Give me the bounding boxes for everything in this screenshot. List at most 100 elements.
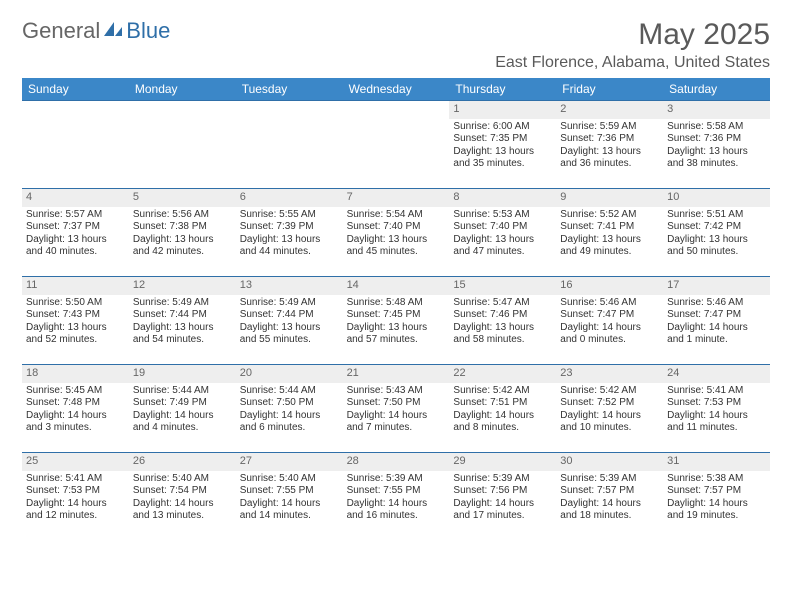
weekday-thursday: Thursday <box>449 78 556 100</box>
day-cell: 31Sunrise: 5:38 AMSunset: 7:57 PMDayligh… <box>663 452 770 540</box>
day-cell: 24Sunrise: 5:41 AMSunset: 7:53 PMDayligh… <box>663 364 770 452</box>
daylight-line: Daylight: 14 hours and 8 minutes. <box>453 410 552 435</box>
daylight-line: Daylight: 13 hours and 57 minutes. <box>347 322 446 347</box>
day-number: 17 <box>663 277 770 295</box>
daylight-line: Daylight: 14 hours and 16 minutes. <box>347 498 446 523</box>
day-number: 26 <box>129 453 236 471</box>
day-cell: 3 Sunrise: 5:58 AMSunset: 7:36 PMDaylight… <box>663 100 770 188</box>
empty-cell <box>22 100 129 188</box>
day-info: Sunrise: 5:41 AMSunset: 7:53 PMDaylight:… <box>663 385 770 438</box>
day-number: 6 <box>236 189 343 207</box>
daylight-line: Daylight: 14 hours and 12 minutes. <box>26 498 125 523</box>
sunrise-line: Sunrise: 5:58 AM <box>667 121 766 134</box>
day-number: 31 <box>663 453 770 471</box>
day-cell: 7Sunrise: 5:54 AMSunset: 7:40 PMDaylight… <box>343 188 450 276</box>
day-number: 13 <box>236 277 343 295</box>
day-number: 3 <box>663 101 770 119</box>
day-info: Sunrise: 5:40 AMSunset: 7:54 PMDaylight:… <box>129 473 236 526</box>
day-number: 9 <box>556 189 663 207</box>
sunrise-line: Sunrise: 5:45 AM <box>26 385 125 398</box>
day-info: Sunrise: 5:39 AMSunset: 7:55 PMDaylight:… <box>343 473 450 526</box>
sunset-line: Sunset: 7:38 PM <box>133 221 232 234</box>
daylight-line: Daylight: 13 hours and 49 minutes. <box>560 234 659 259</box>
day-number: 7 <box>343 189 450 207</box>
daylight-line: Daylight: 13 hours and 45 minutes. <box>347 234 446 259</box>
sunrise-line: Sunrise: 5:42 AM <box>560 385 659 398</box>
title-block: May 2025 East Florence, Alabama, United … <box>495 18 770 72</box>
weekday-tuesday: Tuesday <box>236 78 343 100</box>
day-info: Sunrise: 5:51 AMSunset: 7:42 PMDaylight:… <box>663 209 770 262</box>
day-info: Sunrise: 5:57 AMSunset: 7:37 PMDaylight:… <box>22 209 129 262</box>
daylight-line: Daylight: 13 hours and 47 minutes. <box>453 234 552 259</box>
day-number: 25 <box>22 453 129 471</box>
day-number: 1 <box>449 101 556 119</box>
sunrise-line: Sunrise: 5:52 AM <box>560 209 659 222</box>
day-info: Sunrise: 6:00 AMSunset: 7:35 PMDaylight:… <box>449 121 556 174</box>
daylight-line: Daylight: 13 hours and 38 minutes. <box>667 146 766 171</box>
sunrise-line: Sunrise: 5:57 AM <box>26 209 125 222</box>
sunset-line: Sunset: 7:46 PM <box>453 309 552 322</box>
sunrise-line: Sunrise: 5:50 AM <box>26 297 125 310</box>
weekday-saturday: Saturday <box>663 78 770 100</box>
day-number: 2 <box>556 101 663 119</box>
day-cell: 19 Sunrise: 5:44 AMSunset: 7:49 PMDayligh… <box>129 364 236 452</box>
location: East Florence, Alabama, United States <box>495 54 770 72</box>
daylight-line: Daylight: 14 hours and 1 minute. <box>667 322 766 347</box>
daylight-line: Daylight: 14 hours and 4 minutes. <box>133 410 232 435</box>
daylight-line: Daylight: 13 hours and 54 minutes. <box>133 322 232 347</box>
day-info: Sunrise: 5:41 AMSunset: 7:53 PMDaylight:… <box>22 473 129 526</box>
sunset-line: Sunset: 7:37 PM <box>26 221 125 234</box>
sunset-line: Sunset: 7:51 PM <box>453 397 552 410</box>
day-cell: 29 Sunrise: 5:39 AMSunset: 7:56 PMDayligh… <box>449 452 556 540</box>
day-cell: 10Sunrise: 5:51 AMSunset: 7:42 PMDayligh… <box>663 188 770 276</box>
daylight-line: Daylight: 14 hours and 0 minutes. <box>560 322 659 347</box>
sunset-line: Sunset: 7:39 PM <box>240 221 339 234</box>
day-number: 27 <box>236 453 343 471</box>
sunset-line: Sunset: 7:52 PM <box>560 397 659 410</box>
sunset-line: Sunset: 7:48 PM <box>26 397 125 410</box>
sunset-line: Sunset: 7:40 PM <box>453 221 552 234</box>
daylight-line: Daylight: 14 hours and 3 minutes. <box>26 410 125 435</box>
sunrise-line: Sunrise: 5:59 AM <box>560 121 659 134</box>
day-cell: 4Sunrise: 5:57 AMSunset: 7:37 PMDaylight… <box>22 188 129 276</box>
daylight-line: Daylight: 14 hours and 10 minutes. <box>560 410 659 435</box>
sunset-line: Sunset: 7:53 PM <box>667 397 766 410</box>
weekday-monday: Monday <box>129 78 236 100</box>
sunrise-line: Sunrise: 5:43 AM <box>347 385 446 398</box>
day-info: Sunrise: 5:43 AMSunset: 7:50 PMDaylight:… <box>343 385 450 438</box>
day-number: 12 <box>129 277 236 295</box>
sunrise-line: Sunrise: 5:54 AM <box>347 209 446 222</box>
sunset-line: Sunset: 7:36 PM <box>667 133 766 146</box>
day-info: Sunrise: 5:44 AMSunset: 7:50 PMDaylight:… <box>236 385 343 438</box>
empty-cell <box>343 100 450 188</box>
day-number: 8 <box>449 189 556 207</box>
day-info: Sunrise: 5:44 AMSunset: 7:49 PMDaylight:… <box>129 385 236 438</box>
day-info: Sunrise: 5:52 AMSunset: 7:41 PMDaylight:… <box>556 209 663 262</box>
day-info: Sunrise: 5:58 AMSunset: 7:36 PMDaylight:… <box>663 121 770 174</box>
day-info: Sunrise: 5:39 AMSunset: 7:56 PMDaylight:… <box>449 473 556 526</box>
day-number: 19 <box>129 365 236 383</box>
day-info: Sunrise: 5:40 AMSunset: 7:55 PMDaylight:… <box>236 473 343 526</box>
sunset-line: Sunset: 7:54 PM <box>133 485 232 498</box>
sunset-line: Sunset: 7:47 PM <box>667 309 766 322</box>
day-info: Sunrise: 5:59 AMSunset: 7:36 PMDaylight:… <box>556 121 663 174</box>
day-number: 29 <box>449 453 556 471</box>
daylight-line: Daylight: 14 hours and 18 minutes. <box>560 498 659 523</box>
sunset-line: Sunset: 7:45 PM <box>347 309 446 322</box>
sunset-line: Sunset: 7:41 PM <box>560 221 659 234</box>
sunset-line: Sunset: 7:57 PM <box>560 485 659 498</box>
day-number: 21 <box>343 365 450 383</box>
day-cell: 20Sunrise: 5:44 AMSunset: 7:50 PMDayligh… <box>236 364 343 452</box>
sunrise-line: Sunrise: 5:40 AM <box>240 473 339 486</box>
day-number: 16 <box>556 277 663 295</box>
sunrise-line: Sunrise: 5:46 AM <box>560 297 659 310</box>
sail-icon <box>102 20 124 43</box>
day-number: 30 <box>556 453 663 471</box>
day-cell: 18Sunrise: 5:45 AMSunset: 7:48 PMDayligh… <box>22 364 129 452</box>
logo-text-2: Blue <box>126 18 170 44</box>
day-cell: 6Sunrise: 5:55 AMSunset: 7:39 PMDaylight… <box>236 188 343 276</box>
empty-cell <box>236 100 343 188</box>
sunrise-line: Sunrise: 5:44 AM <box>133 385 232 398</box>
daylight-line: Daylight: 14 hours and 7 minutes. <box>347 410 446 435</box>
day-cell: 27 Sunrise: 5:40 AMSunset: 7:55 PMDayligh… <box>236 452 343 540</box>
